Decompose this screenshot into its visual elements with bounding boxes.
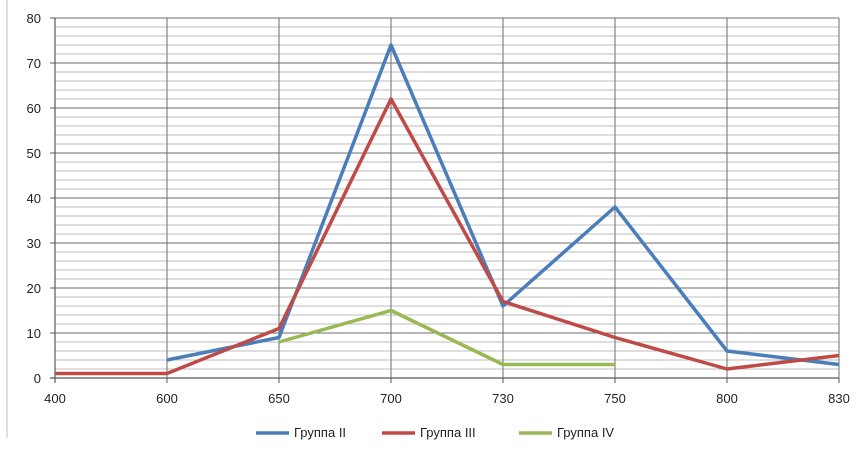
axes xyxy=(50,17,840,383)
y-axis-tick-labels: 0 10 20 30 40 50 60 70 80 xyxy=(27,11,41,386)
legend: Группа II Группа III Группа IV xyxy=(256,425,614,440)
series-line-3 xyxy=(278,308,615,367)
x-tick-label: 600 xyxy=(156,391,178,406)
x-axis-tick-labels: 400 600 650 700 730 750 800 830 xyxy=(44,391,850,406)
y-tick-label: 0 xyxy=(34,371,41,386)
y-tick-label: 20 xyxy=(27,281,41,296)
legend-label-2: Группа III xyxy=(420,425,476,440)
x-tick-label: 800 xyxy=(716,391,738,406)
y-tick-label: 70 xyxy=(27,56,41,71)
vertical-gridlines xyxy=(54,18,840,378)
minor-gridlines xyxy=(55,26,839,370)
x-tick-label: 650 xyxy=(268,391,290,406)
y-tick-label: 30 xyxy=(27,236,41,251)
x-tick-label: 830 xyxy=(828,391,850,406)
y-tick-label: 10 xyxy=(27,326,41,341)
y-tick-label: 80 xyxy=(27,11,41,26)
legend-label-1: Группа II xyxy=(294,425,346,440)
x-tick-label: 750 xyxy=(604,391,626,406)
x-tick-label: 730 xyxy=(492,391,514,406)
legend-label-3: Группа IV xyxy=(557,425,614,440)
y-tick-label: 60 xyxy=(27,101,41,116)
x-tick-label: 400 xyxy=(44,391,66,406)
series-line-2 xyxy=(55,97,840,376)
y-tick-label: 50 xyxy=(27,146,41,161)
x-tick-label: 700 xyxy=(380,391,402,406)
series-lines xyxy=(55,43,840,376)
series-line-1 xyxy=(166,43,840,367)
y-tick-label: 40 xyxy=(27,191,41,206)
